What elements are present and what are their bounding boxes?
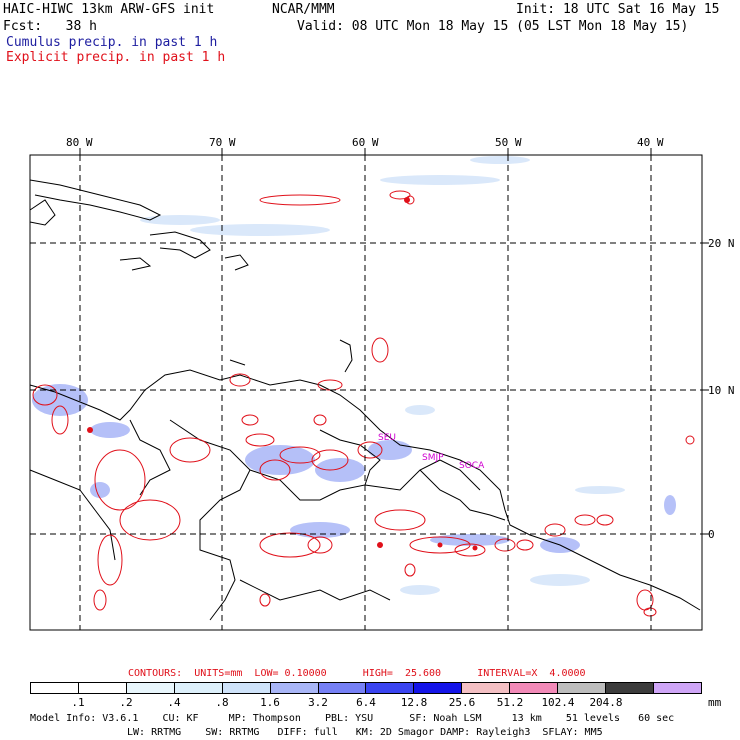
lon-label: 40 W — [637, 136, 664, 149]
lon-label: 50 W — [495, 136, 522, 149]
colorbar — [30, 682, 702, 694]
cumulus-light-areas — [140, 156, 625, 595]
title-left: HAIC-HIWC 13km ARW-GFS init — [3, 2, 215, 17]
explicit-precip-cores — [87, 197, 478, 551]
colorbar-segment — [270, 683, 319, 693]
colorbar-tick-label: 1.6 — [260, 696, 280, 709]
colorbar-tick-label: 25.6 — [448, 696, 476, 709]
map-frame — [29, 154, 703, 631]
colorbar-segment — [414, 683, 463, 693]
explicit-precip-contours — [32, 190, 695, 617]
colorbar-segment — [318, 683, 367, 693]
model-info-line1: Model Info: V3.6.1 CU: KF MP: Thompson P… — [30, 713, 675, 724]
colorbar-tick-label: 51.2 — [496, 696, 524, 709]
colorbar-segment — [31, 683, 79, 693]
colorbar-segment — [78, 683, 127, 693]
title-center: NCAR/MMM — [272, 2, 335, 17]
colorbar-segment — [174, 683, 223, 693]
colorbar-tick-label: .4 — [167, 696, 181, 709]
init-time: Init: 18 UTC Sat 16 May 15 — [516, 2, 720, 17]
place-label: SMJP — [422, 453, 444, 463]
valid-time: Valid: 08 UTC Mon 18 May 15 (05 LST Mon … — [297, 19, 689, 34]
colorbar-unit: mm — [708, 696, 722, 709]
lat-label: 20 N — [708, 237, 735, 250]
colorbar-segment — [558, 683, 607, 693]
colorbar-segment — [653, 683, 701, 693]
colorbar-tick-label: .1 — [71, 696, 85, 709]
colorbar-tick-label: 102.4 — [541, 696, 575, 709]
lon-label: 60 W — [352, 136, 379, 149]
lat-lon-grid — [30, 155, 702, 630]
colorbar-labels: .1 .2 .4 .8 1.6 3.2 6.4 12.8 25.6 51.2 102.4 204.8 — [30, 696, 702, 710]
lon-label: 70 W — [209, 136, 236, 149]
cumulus-precip-areas — [32, 384, 676, 553]
contour-info: CONTOURS: UNITS=mm LOW= 0.10000 HIGH= 25… — [128, 668, 586, 679]
place-label: SOCA — [459, 461, 485, 471]
colorbar-tick-label: 204.8 — [589, 696, 623, 709]
cumulus-legend-label: Cumulus precip. in past 1 h — [6, 35, 218, 50]
colorbar-tick-label: .8 — [215, 696, 229, 709]
colorbar-segment — [126, 683, 175, 693]
colorbar-tick-label: 12.8 — [400, 696, 428, 709]
lat-label: 10 N — [708, 384, 735, 397]
model-info-line2: LW: RRTMG SW: RRTMG DIFF: full KM: 2D Sm… — [127, 727, 603, 738]
colorbar-tick-label: 6.4 — [356, 696, 376, 709]
colorbar-segment — [606, 683, 654, 693]
colorbar-segment — [366, 683, 415, 693]
colorbar-segment — [222, 683, 271, 693]
colorbar-tick-label: .2 — [119, 696, 133, 709]
lat-label: 0 — [708, 528, 715, 541]
explicit-legend-label: Explicit precip. in past 1 h — [6, 50, 226, 65]
map-ticks — [79, 148, 709, 535]
colorbar-segment — [510, 683, 559, 693]
place-label: SEU — [378, 433, 396, 443]
forecast-hour: Fcst: 38 h — [3, 19, 97, 34]
colorbar-tick-label: 3.2 — [308, 696, 328, 709]
lon-label: 80 W — [66, 136, 93, 149]
colorbar-segment — [462, 683, 511, 693]
